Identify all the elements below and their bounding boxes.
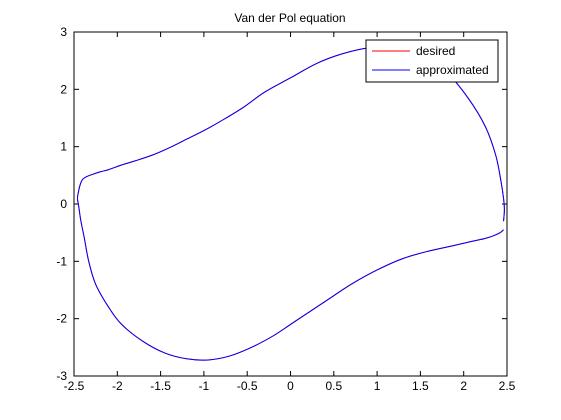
x-tick-label: 0	[287, 379, 294, 393]
y-axis: -3 -2 -1 0 1 2 3	[56, 25, 507, 383]
x-axis: -2.5 -2 -1.5 -1 -0.5 0 0.5 1 1.5 2 2.5	[64, 32, 516, 393]
y-tick-label: 0	[60, 197, 67, 211]
y-tick-label: 3	[60, 25, 67, 39]
y-tick-label: 2	[60, 82, 67, 96]
y-tick-label: 1	[60, 140, 67, 154]
x-tick-label: 0.5	[325, 379, 342, 393]
x-tick-label: 2.5	[499, 379, 516, 393]
legend-label-desired: desired	[416, 44, 455, 58]
chart-title: Van der Pol equation	[234, 11, 345, 25]
x-tick-label: -0.5	[237, 379, 258, 393]
x-tick-label: 1	[374, 379, 381, 393]
x-tick-label: -1.5	[150, 379, 171, 393]
x-tick-label: -1	[199, 379, 210, 393]
y-tick-label: -2	[56, 312, 67, 326]
legend: desired approximated	[365, 39, 499, 83]
x-tick-label: -2	[112, 379, 123, 393]
legend-label-approximated: approximated	[416, 63, 489, 77]
y-tick-label: -1	[56, 254, 67, 268]
x-tick-label: 1.5	[412, 379, 429, 393]
y-tick-label: -3	[56, 369, 67, 383]
x-tick-label: 2	[460, 379, 467, 393]
x-tick-label: -2.5	[64, 379, 85, 393]
legend-box	[365, 39, 499, 83]
